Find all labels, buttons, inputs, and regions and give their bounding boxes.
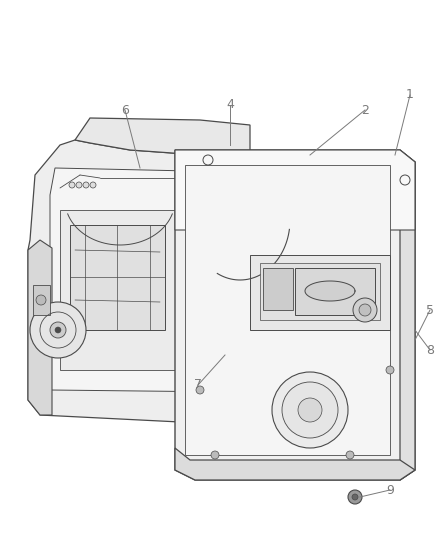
Polygon shape (250, 255, 390, 330)
Circle shape (272, 372, 348, 448)
Polygon shape (305, 281, 355, 301)
Text: 2: 2 (361, 103, 369, 117)
Polygon shape (75, 118, 250, 162)
Circle shape (348, 490, 362, 504)
Polygon shape (175, 150, 415, 480)
Text: 4: 4 (226, 99, 234, 111)
Circle shape (55, 327, 61, 333)
Circle shape (50, 322, 66, 338)
Polygon shape (295, 268, 375, 315)
Polygon shape (28, 140, 250, 425)
Polygon shape (33, 285, 50, 315)
Circle shape (30, 302, 86, 358)
Circle shape (90, 182, 96, 188)
Circle shape (36, 295, 46, 305)
Text: 1: 1 (406, 88, 414, 101)
Circle shape (352, 494, 358, 500)
Polygon shape (50, 168, 237, 392)
Text: 6: 6 (121, 103, 129, 117)
Circle shape (353, 298, 377, 322)
Text: 5: 5 (426, 303, 434, 317)
Polygon shape (60, 210, 230, 370)
Circle shape (76, 182, 82, 188)
Circle shape (298, 398, 322, 422)
Polygon shape (70, 225, 165, 330)
Polygon shape (175, 150, 415, 230)
Polygon shape (28, 240, 52, 415)
Text: 8: 8 (426, 343, 434, 357)
Polygon shape (185, 165, 390, 455)
Circle shape (196, 386, 204, 394)
Circle shape (83, 182, 89, 188)
Polygon shape (263, 268, 293, 310)
Polygon shape (400, 150, 415, 480)
Text: 7: 7 (194, 378, 202, 392)
Circle shape (386, 366, 394, 374)
Polygon shape (260, 263, 380, 320)
Circle shape (69, 182, 75, 188)
Circle shape (211, 451, 219, 459)
Polygon shape (175, 448, 415, 480)
Circle shape (346, 451, 354, 459)
Circle shape (359, 304, 371, 316)
Text: 9: 9 (386, 483, 394, 497)
Circle shape (282, 382, 338, 438)
